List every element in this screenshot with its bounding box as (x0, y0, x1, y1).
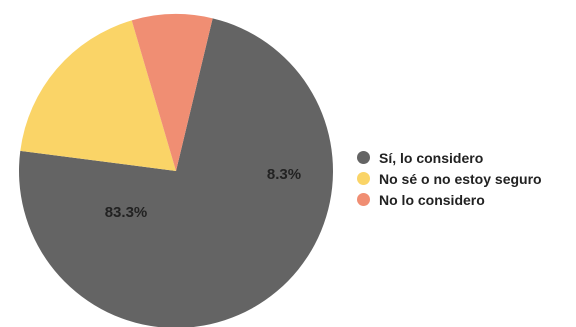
legend-label: No lo considero (379, 191, 485, 208)
legend-item-no-se-o-no-estoy-seguro: No sé o no estoy seguro (357, 168, 542, 189)
legend-swatch (357, 151, 370, 164)
pie-slice-no-lo-considero (131, 13, 213, 172)
legend-swatch (357, 172, 370, 185)
legend-item-no-lo-considero: No lo considero (357, 189, 542, 210)
data-label-no-lo-considero: 8.3% (267, 166, 301, 183)
legend: Sí, lo considero No sé o no estoy seguro N… (357, 147, 542, 210)
pie-slice-si-lo-considero (18, 18, 333, 327)
pie-slice-no-se-o-no-estoy-seguro (20, 20, 176, 172)
legend-swatch (357, 193, 370, 206)
legend-label: No sé o no estoy seguro (379, 170, 542, 187)
data-label-si-lo-considero: 83.3% (105, 204, 148, 221)
legend-item-si-lo-considero: Sí, lo considero (357, 147, 542, 168)
legend-label: Sí, lo considero (379, 149, 484, 166)
